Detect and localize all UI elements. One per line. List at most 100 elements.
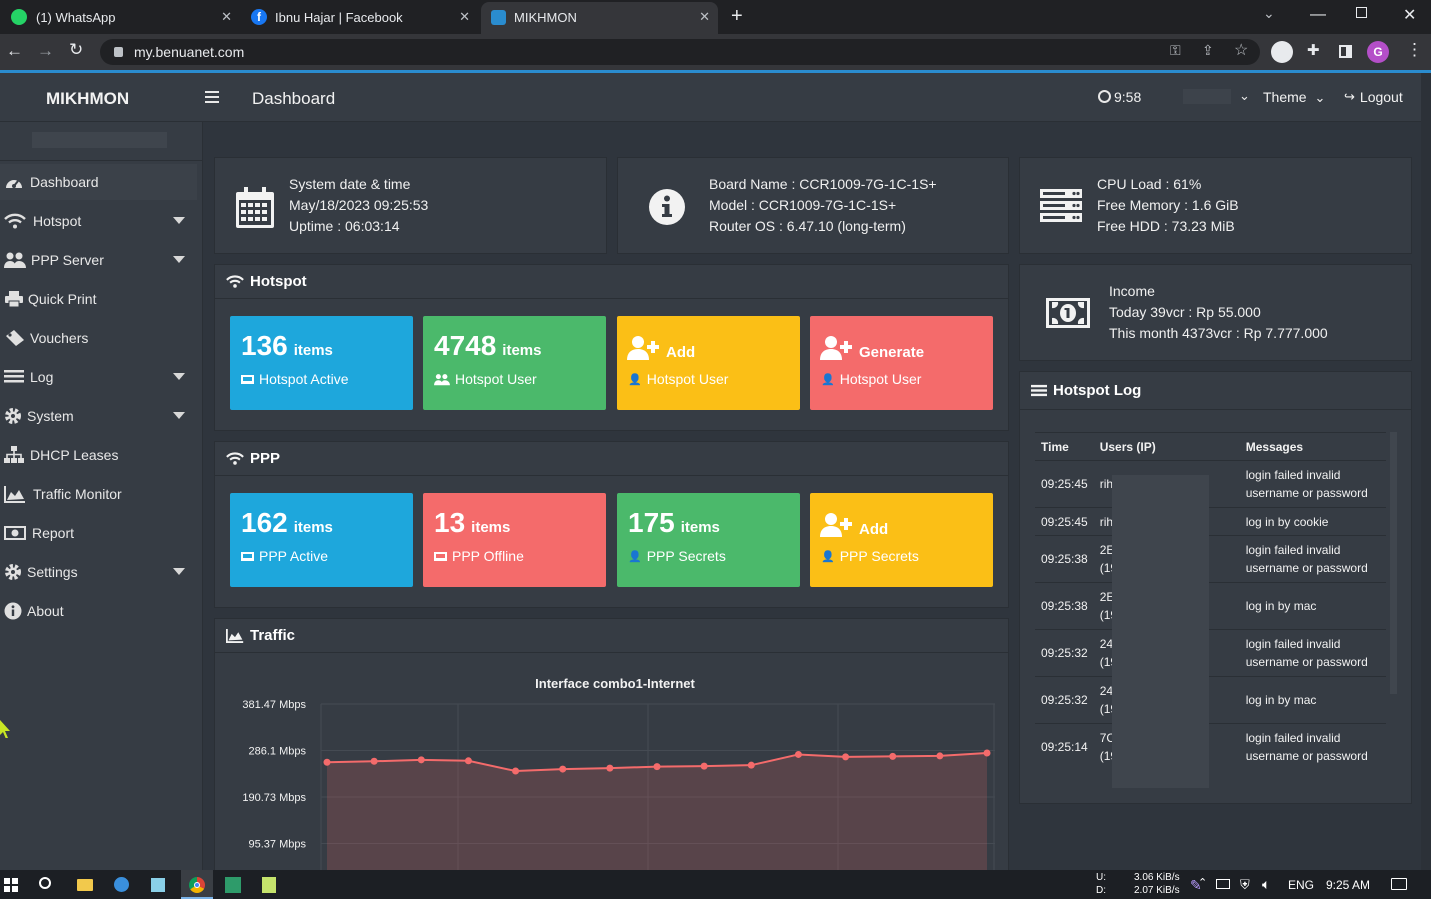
google-translate-icon[interactable] [1271,41,1293,63]
scrollbar-track[interactable] [1421,73,1431,870]
tab-facebook[interactable]: f Ibnu Hajar | Facebook ✕ [241,0,478,34]
tile-value: Generate [859,344,925,361]
tab-whatsapp[interactable]: (1) WhatsApp ✕ [0,0,240,34]
log-message-line: username or password [1245,655,1368,669]
sidebar-item-system[interactable]: System [0,398,197,434]
sidebar-item-quick-print[interactable]: Quick Print [0,281,197,317]
url-text[interactable]: my.benuanet.com [134,44,245,60]
security-shield-icon[interactable]: ⛨ [1240,877,1250,892]
taskbar-clock[interactable]: 9:25 AM [1326,878,1371,892]
theme-dropdown[interactable]: Theme ⌄ [1263,89,1325,106]
chrome-taskbar-icon[interactable] [181,870,213,899]
traffic-card-header: Traffic [215,619,1008,653]
sign-out-icon: ↪ [1344,89,1355,104]
tab-mikhmon[interactable]: MIKHMON ✕ [481,2,718,34]
browser-menu-icon[interactable]: ⋮ [1406,40,1423,59]
key-icon[interactable]: ⚿ [1170,42,1181,58]
generate-hotspot-user-tile[interactable]: Generate 👤 Hotspot User [810,316,993,410]
log-time: 09:25:14 [1035,723,1094,771]
traffic-chart[interactable]: Interface combo1-Internet 381.47 Mbps 286.… [215,654,1008,878]
money-icon [1046,298,1090,328]
maximize-icon[interactable] [1356,7,1367,18]
hotspot-active-tile[interactable]: 136 items Hotspot Active [230,316,413,410]
profile-avatar[interactable]: G [1367,41,1389,63]
ppp-secrets-tile[interactable]: 175 items 👤 PPP Secrets [617,493,800,587]
ppp-active-tile[interactable]: 162 items PPP Active [230,493,413,587]
windows-start-icon[interactable] [4,878,18,892]
tile-label: Hotspot User [646,371,729,387]
new-tab-icon[interactable]: + [731,5,743,27]
user-secret-icon: 👤 [628,550,642,563]
edge-icon[interactable] [114,877,129,892]
share-icon[interactable]: ⇪ [1202,42,1214,58]
address-bar[interactable]: my.benuanet.com [100,39,1260,65]
close-tab-icon[interactable]: ✕ [459,9,470,24]
sidebar-item-dhcp-leases[interactable]: DHCP Leases [0,437,197,473]
reload-icon[interactable]: ↻ [69,40,84,59]
log-time: 09:25:45 [1035,507,1094,536]
sidebar-item-traffic-monitor[interactable]: Traffic Monitor [0,476,197,512]
tray-chevron-icon[interactable]: ⌃ [1198,877,1208,889]
board-info-card: Board Name : CCR1009-7G-1C-1S+ Model : C… [617,157,1009,254]
sidebar-item-vouchers[interactable]: Vouchers [0,320,197,356]
sidebar-item-label: Dashboard [30,174,99,190]
sidebar-item-ppp-server[interactable]: PPP Server [0,242,197,278]
ppp-card: PPP 162 items PPP Active 13 items PPP Offl… [214,441,1009,608]
area-chart-icon [4,486,25,503]
session-select[interactable]: ⌄ [1183,87,1251,107]
forward-icon[interactable]: → [37,41,54,60]
sidebar-item-hotspot[interactable]: Hotspot [0,203,197,239]
hamburger-menu-icon[interactable] [205,91,219,103]
hotspot-user-tile[interactable]: 4748 items Hotspot User [423,316,606,410]
hotspot-log-scroll[interactable]: Time Users (IP) Messages 09:25:45 rih logi… [1035,432,1397,788]
file-explorer-icon[interactable] [77,879,93,891]
bookmark-star-icon[interactable]: ☆ [1234,42,1249,59]
sidebar-item-report[interactable]: Report [0,515,197,551]
log-scrollbar[interactable] [1390,432,1397,694]
network-icon[interactable] [1216,879,1230,889]
back-icon[interactable]: ← [6,41,23,60]
sidebar-item-about[interactable]: About [0,593,197,629]
log-message-line: username or password [1245,486,1368,500]
notepad-icon[interactable] [262,877,276,893]
minimize-icon[interactable]: — [1310,6,1326,23]
pen-icon[interactable]: ✎ [1190,877,1202,893]
close-tab-icon[interactable]: ✕ [221,9,232,24]
data-point [653,763,661,771]
app-icon[interactable] [151,878,165,892]
logout-button[interactable]: ↪ Logout [1344,89,1403,105]
volume-icon[interactable]: 🔈︎ [1262,876,1271,892]
side-panel-icon[interactable] [1339,45,1352,58]
data-point [464,757,472,765]
table-header-row: Time Users (IP) Messages [1035,432,1386,461]
sidebar-item-log[interactable]: Log [0,359,197,395]
extensions-puzzle-icon[interactable]: ✚ [1307,42,1320,59]
board-name: Board Name : CCR1009-7G-1C-1S+ [709,176,937,192]
ppp-offline-tile[interactable]: 13 items PPP Offline [423,493,606,587]
log-message-line: login failed invalid [1245,637,1341,651]
notifications-icon[interactable] [1391,878,1407,890]
brand-logo[interactable]: MIKHMON [46,89,130,108]
language-indicator[interactable]: ENG [1288,878,1315,892]
redacted-block [1183,89,1231,104]
data-point [417,756,425,764]
add-ppp-secret-tile[interactable]: Add 👤 PPP Secrets [810,493,993,587]
search-icon[interactable] [39,877,51,889]
sidebar-item-dashboard[interactable]: Dashboard [0,164,197,200]
money-icon [4,526,26,540]
tab-search-icon[interactable]: ⌄ [1263,5,1275,21]
sidebar-item-settings[interactable]: Settings [0,554,197,590]
caret-down-icon [173,256,185,263]
close-tab-icon[interactable]: ✕ [699,9,710,24]
datetime-title: System date & time [289,176,411,192]
network-tool-icon[interactable] [225,877,241,893]
close-window-icon[interactable]: ✕ [1403,7,1417,24]
series-area [327,752,987,878]
add-hotspot-user-tile[interactable]: Add 👤 Hotspot User [617,316,800,410]
sidebar-item-label: Hotspot [33,213,82,229]
clock-time: 9:58 [1114,89,1142,105]
hotspot-log-title: Hotspot Log [1053,382,1142,399]
tile-label: Hotspot User [839,371,922,387]
gear-icon [5,564,21,580]
data-point [983,749,991,757]
